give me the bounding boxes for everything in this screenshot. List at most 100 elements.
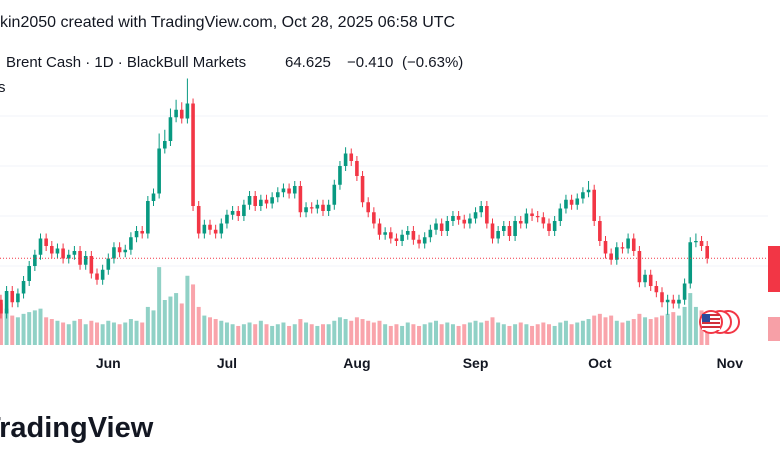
volume-bar — [264, 324, 269, 345]
volume-bar — [371, 322, 376, 345]
volume-bar — [140, 322, 145, 345]
flag-stripe — [702, 318, 720, 320]
candle-body — [394, 238, 399, 241]
candle-body — [304, 207, 308, 213]
candle-body — [677, 299, 681, 304]
candle-body — [473, 212, 478, 219]
volume-bar — [665, 313, 670, 345]
volume-bar — [4, 308, 9, 345]
volume-bar — [643, 317, 648, 345]
volume-bar — [247, 322, 252, 345]
price-change-percent: (−0.63%) — [402, 54, 463, 71]
volume-bar — [61, 322, 66, 345]
candle-body — [434, 223, 438, 230]
x-tick-label: Nov — [717, 355, 744, 371]
volume-bar — [688, 293, 693, 345]
candle-body — [389, 232, 393, 239]
volume-bar — [49, 319, 54, 345]
candle-body — [620, 247, 625, 249]
candle-body — [530, 213, 534, 216]
volume-bar — [236, 325, 241, 345]
candle-body — [569, 199, 574, 205]
volume-bar — [304, 322, 309, 345]
volume-bar — [321, 324, 325, 345]
symbol-label: Brent Cash · 1D · BlackBull Markets — [6, 54, 246, 71]
volume-bar — [241, 324, 246, 345]
volume-bar — [467, 322, 472, 345]
volume-bar — [496, 322, 501, 345]
volume-bar — [676, 315, 681, 345]
volume-bar — [456, 325, 461, 345]
candle-body — [586, 189, 591, 193]
volume-scale-marker — [768, 317, 780, 341]
volume-bar — [558, 322, 563, 345]
x-tick-label: Oct — [588, 355, 612, 371]
volume-bar — [394, 324, 399, 345]
volume-bar — [569, 324, 574, 345]
volume-bar — [326, 324, 331, 345]
candle-body — [428, 229, 433, 238]
volume-bar — [15, 317, 20, 345]
event-icon[interactable] — [699, 310, 740, 334]
volume-bar — [89, 320, 94, 345]
volume-bar — [123, 322, 128, 345]
volume-bar — [219, 320, 224, 345]
candle-body — [422, 237, 427, 244]
candle-body — [196, 206, 201, 234]
volume-bar — [660, 315, 664, 345]
candle-body — [112, 247, 116, 259]
volume-bar — [620, 322, 625, 345]
candle-body — [558, 208, 563, 221]
volume-bar — [614, 320, 619, 345]
volume-bar — [21, 313, 26, 345]
volume-bar — [580, 320, 585, 345]
candle-body — [27, 266, 31, 281]
volume-bar — [337, 317, 342, 345]
candle-body — [276, 192, 280, 198]
candle-body — [95, 273, 99, 280]
candle-body — [456, 216, 461, 220]
candle-body — [462, 219, 467, 224]
price-scale-marker — [768, 246, 780, 292]
volume-bar — [281, 322, 286, 345]
candle-body — [100, 269, 105, 280]
candle-body — [253, 196, 257, 206]
candle-body — [332, 184, 337, 205]
candle-body — [225, 214, 229, 224]
candle-body — [321, 204, 325, 211]
x-tick-label: Jul — [217, 355, 237, 371]
volume-bar — [128, 319, 133, 345]
flag-stripe — [702, 314, 720, 316]
candle-body — [541, 217, 546, 224]
candle-body — [78, 251, 82, 265]
volume-bar — [428, 322, 433, 345]
volume-bar — [377, 320, 382, 345]
candle-body — [705, 246, 709, 259]
candle-body — [507, 226, 512, 236]
candle-body — [202, 224, 207, 234]
candle-body — [603, 241, 608, 254]
candle-body — [637, 251, 642, 283]
candle-body — [242, 204, 246, 216]
candle-body — [564, 199, 568, 209]
flag-stripe — [702, 326, 720, 328]
volume-bar — [111, 322, 116, 345]
candle-body — [615, 247, 619, 260]
candle-body — [174, 109, 178, 118]
volume-bar — [78, 319, 83, 345]
candle-body — [66, 254, 71, 259]
volume-bar — [671, 312, 676, 345]
volume-bar — [191, 284, 196, 345]
volume-bar — [287, 325, 292, 345]
candle-body — [208, 224, 212, 230]
volume-bar — [332, 320, 337, 345]
candle-body — [230, 211, 235, 215]
candle-body — [287, 188, 291, 194]
chart-title: kin2050 created with TradingView.com, Oc… — [0, 14, 455, 31]
candle-body — [247, 196, 252, 205]
volume-bar — [134, 320, 139, 345]
volume-bar — [315, 325, 320, 345]
volume-bar — [100, 324, 105, 345]
volume-bar — [383, 324, 388, 345]
volume-bar — [208, 317, 212, 345]
